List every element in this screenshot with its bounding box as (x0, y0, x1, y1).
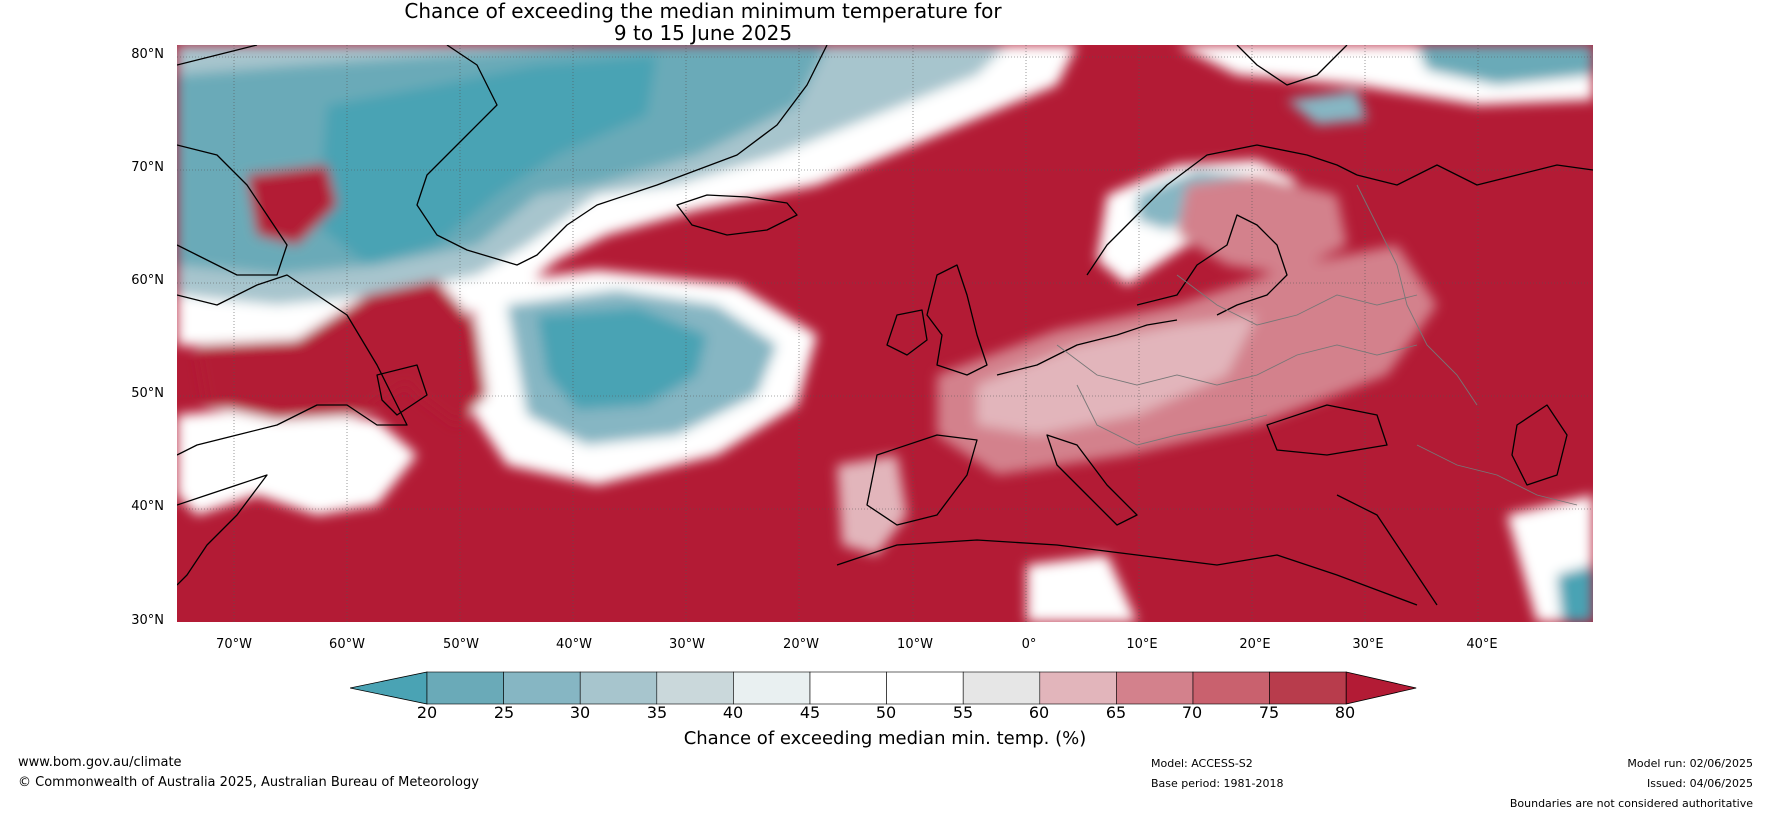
colorbar-tick-60: 60 (1028, 703, 1050, 722)
field-labrador-red (367, 280, 487, 425)
colorbar-tick-55: 55 (952, 703, 974, 722)
lat-label-80n: 80°N (131, 47, 164, 62)
coast-baffin (177, 144, 288, 276)
colorbar-tick-70: 70 (1181, 703, 1203, 722)
lon-label-30e: 30°E (1352, 637, 1384, 652)
field-newfoundland-white (177, 405, 417, 515)
colorbar-tick-35: 35 (646, 703, 668, 722)
lon-label-20e: 20°E (1239, 637, 1271, 652)
colorbar-segment (1116, 671, 1194, 705)
colorbar-segment (733, 671, 811, 705)
colorbar-tick-45: 45 (799, 703, 821, 722)
coast-greenland (416, 45, 828, 266)
colorbar-tick-50: 50 (875, 703, 897, 722)
coast-black-sea (1266, 404, 1388, 456)
colorbar-extend-low (350, 671, 428, 705)
footer-disclaimer: Boundaries are not considered authoritat… (1509, 797, 1753, 810)
coastlines (177, 45, 1593, 606)
colorbar-segment (1269, 671, 1347, 705)
field-teal-central (317, 55, 657, 265)
lat-label-50n: 50°N (131, 386, 164, 401)
colorbar-segment (809, 671, 887, 705)
coast-italy (1046, 434, 1138, 526)
map-title-line-1: Chance of exceeding the median minimum t… (404, 0, 1002, 23)
colorbar-tick-65: 65 (1105, 703, 1127, 722)
field-mid-atlantic-core (537, 307, 707, 410)
footer-copyright: © Commonwealth of Australia 2025, Austra… (18, 775, 479, 790)
lat-label-40n: 40°N (131, 499, 164, 514)
probability-map (177, 45, 1593, 622)
coast-iceland (676, 194, 798, 236)
colorbar-tick-40: 40 (722, 703, 744, 722)
coast-sweden-baltic (1136, 214, 1288, 316)
lon-label-30w: 30°W (669, 637, 705, 652)
lon-label-10w: 10°W (897, 637, 933, 652)
field-europe-light-pink (977, 315, 1257, 435)
lon-label-70w: 70°W (216, 637, 252, 652)
coast-baffin-north (177, 45, 258, 66)
coast-north-africa (836, 539, 1418, 606)
field-svalbard-east (1287, 90, 1367, 125)
colorbar-label: Chance of exceeding median min. temp. (%… (683, 728, 1087, 749)
lon-label-40w: 40°W (556, 637, 592, 652)
lat-label-70n: 70°N (131, 160, 164, 175)
colorbar-segment (962, 671, 1041, 705)
colorbar-tick-20: 20 (416, 703, 438, 722)
coast-labrador (177, 274, 408, 456)
field-newfoundland-red (197, 295, 417, 420)
colorbar-tick-75: 75 (1258, 703, 1280, 722)
lon-label-60w: 60°W (329, 637, 365, 652)
lon-label-50w: 50°W (443, 637, 479, 652)
colorbar-segment (656, 671, 734, 705)
footer-url: www.bom.gov.au/climate (18, 755, 182, 770)
colorbar (350, 671, 1417, 705)
field-middle-east-teal (1557, 565, 1593, 622)
coast-ireland (886, 309, 928, 356)
borders (1056, 184, 1578, 506)
coast-eastern-med (1336, 494, 1438, 606)
lon-label-20w: 20°W (783, 637, 819, 652)
coast-britain (926, 264, 988, 376)
colorbar-tick-25: 25 (493, 703, 515, 722)
lon-label-10e: 10°E (1126, 637, 1158, 652)
lat-label-60n: 60°N (131, 273, 164, 288)
colorbar-segment (1192, 671, 1270, 705)
field-arctic-teal (1417, 45, 1593, 85)
lat-label-30n: 30°N (131, 613, 164, 628)
coast-us-east (177, 474, 268, 586)
footer-model: Model: ACCESS-S2 (1151, 757, 1253, 770)
coast-iberia (866, 434, 978, 526)
field-n-africa-white (1027, 555, 1137, 622)
colorbar-segment (503, 671, 581, 705)
map-svg (177, 45, 1593, 622)
colorbar-segment (1039, 671, 1117, 705)
coast-europe-west (996, 319, 1178, 376)
colorbar-tick-80: 80 (1334, 703, 1356, 722)
footer-issued: Issued: 04/06/2025 (1646, 777, 1753, 790)
map-title-line-2: 9 to 15 June 2025 (613, 21, 793, 45)
coast-svalbard (1236, 45, 1348, 86)
footer-base-period: Base period: 1981-2018 (1151, 777, 1284, 790)
coast-caspian (1511, 404, 1568, 486)
coast-newfoundland (376, 364, 428, 416)
coast-russia-north (1356, 164, 1593, 186)
field-baffin-red (247, 165, 337, 245)
colorbar-segment (579, 671, 658, 705)
lon-label-40e: 40°E (1466, 637, 1498, 652)
colorbar-segment (886, 671, 964, 705)
coast-norway (1086, 144, 1358, 276)
colorbar-segment (426, 671, 504, 705)
lon-label-0: 0° (1021, 637, 1037, 652)
colorbar-tick-30: 30 (569, 703, 591, 722)
colorbar-extend-high (1345, 671, 1417, 705)
footer-model-run: Model run: 02/06/2025 (1627, 757, 1753, 770)
field-iberia-light (837, 455, 907, 555)
